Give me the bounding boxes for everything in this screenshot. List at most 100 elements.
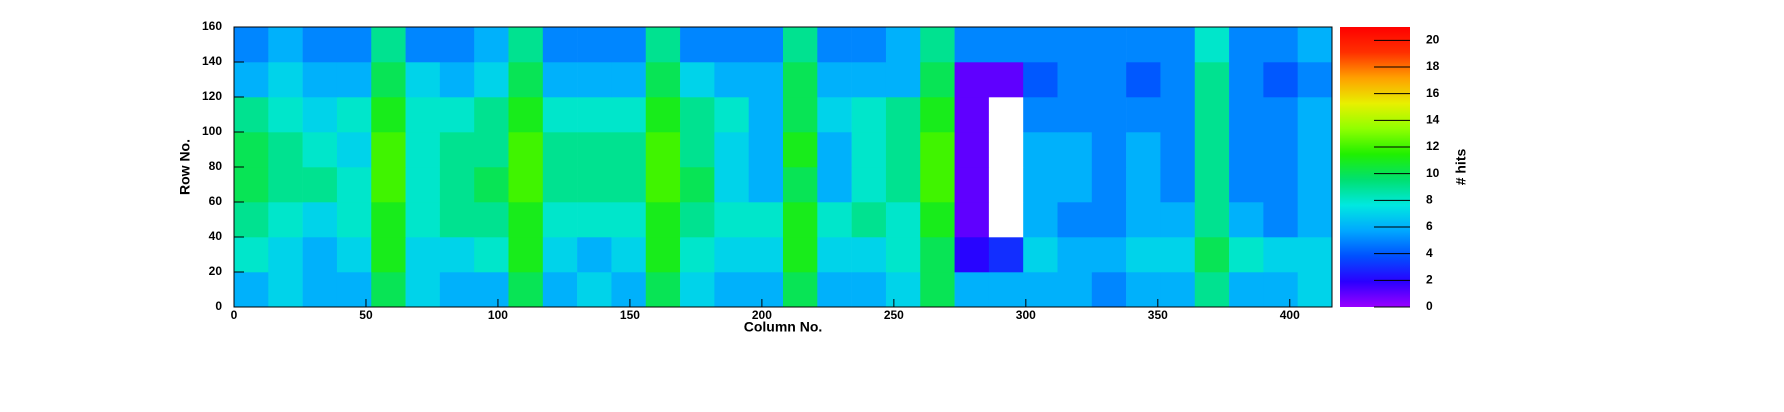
heat-cell <box>234 62 269 98</box>
heat-cell <box>1057 272 1093 308</box>
heat-cell <box>542 62 578 98</box>
heat-cell <box>851 132 887 168</box>
heat-cell <box>1263 27 1298 63</box>
heat-cell <box>234 272 269 308</box>
heat-cell <box>268 27 303 63</box>
heat-cell <box>405 272 441 308</box>
heat-cell <box>405 132 441 168</box>
heat-cell <box>1126 167 1161 203</box>
heat-cell <box>1297 97 1333 133</box>
heat-cell <box>268 62 303 98</box>
heat-cell <box>645 97 681 133</box>
heat-cell <box>302 27 338 63</box>
x-tick-label: 100 <box>488 308 508 322</box>
heat-cell <box>1263 97 1298 133</box>
heat-cell <box>645 202 681 238</box>
heat-cell <box>1023 62 1058 98</box>
heat-cell <box>302 132 338 168</box>
heat-cell <box>439 97 475 133</box>
heat-cell <box>577 27 612 63</box>
heat-cell <box>1091 237 1127 273</box>
heat-cell <box>336 237 372 273</box>
heat-cell <box>988 237 1024 273</box>
heat-cell <box>1126 202 1161 238</box>
heat-cell <box>1229 97 1264 133</box>
heat-cell <box>988 62 1024 98</box>
heat-cell <box>1297 27 1333 63</box>
heat-cell <box>611 167 647 203</box>
heat-cell <box>371 62 406 98</box>
heat-cell <box>611 202 647 238</box>
heat-cell <box>680 62 715 98</box>
heat-cell <box>1160 237 1196 273</box>
y-tick-label: 60 <box>209 194 223 208</box>
heat-cell <box>885 202 921 238</box>
heat-cell <box>302 272 338 308</box>
heat-cell <box>645 167 681 203</box>
x-tick-label: 350 <box>1148 308 1168 322</box>
heat-cell <box>988 202 1024 238</box>
heat-cell <box>371 202 406 238</box>
heat-cell <box>1057 167 1093 203</box>
heat-cell <box>1057 62 1093 98</box>
heat-cell <box>542 202 578 238</box>
heat-cell <box>851 97 887 133</box>
heat-cell <box>714 167 749 203</box>
heat-cell <box>1194 272 1230 308</box>
heat-cell <box>508 62 544 98</box>
heat-cell <box>268 202 303 238</box>
heat-cell <box>748 237 784 273</box>
heat-cell <box>748 97 784 133</box>
heat-cell <box>1229 202 1264 238</box>
heat-cell <box>1263 167 1298 203</box>
heat-cell <box>439 62 475 98</box>
heat-cell <box>920 237 955 273</box>
heat-cell <box>1297 167 1333 203</box>
y-tick-label: 0 <box>215 299 222 313</box>
heat-cell <box>1057 27 1093 63</box>
heat-cell <box>439 272 475 308</box>
y-tick-label: 20 <box>209 264 223 278</box>
heat-cell <box>1160 167 1196 203</box>
heat-cell <box>577 237 612 273</box>
heat-cell <box>508 97 544 133</box>
heat-cell <box>302 167 338 203</box>
heat-cell <box>611 97 647 133</box>
heat-cell <box>405 62 441 98</box>
heat-cell <box>1126 272 1161 308</box>
heat-cell <box>1023 132 1058 168</box>
heat-cell <box>817 202 852 238</box>
heat-cell <box>1126 27 1161 63</box>
heat-cell <box>234 27 269 63</box>
heat-cell <box>680 237 715 273</box>
heat-cell <box>1091 132 1127 168</box>
heat-cell <box>1263 272 1298 308</box>
heat-cell <box>748 27 784 63</box>
heat-cell <box>645 272 681 308</box>
z-tick-label: 6 <box>1426 219 1433 233</box>
heat-cell <box>885 97 921 133</box>
heat-cell <box>783 167 818 203</box>
heat-cell <box>371 97 406 133</box>
heat-cell <box>508 27 544 63</box>
y-tick-label: 120 <box>202 89 222 103</box>
heat-cell <box>851 167 887 203</box>
heat-cell <box>714 97 749 133</box>
heat-cell <box>1263 62 1298 98</box>
heat-cell <box>508 237 544 273</box>
heat-cell <box>1229 272 1264 308</box>
y-tick-label: 160 <box>202 19 222 33</box>
heat-cell <box>714 237 749 273</box>
heat-cell <box>1160 272 1196 308</box>
heat-cell <box>680 167 715 203</box>
heat-cell <box>680 27 715 63</box>
heat-cell <box>1091 167 1127 203</box>
heat-cell <box>645 27 681 63</box>
heat-cell <box>1126 132 1161 168</box>
heat-cell <box>1194 202 1230 238</box>
z-axis-label: # hits <box>1453 149 1469 186</box>
heat-cell <box>405 237 441 273</box>
heat-cell <box>474 202 509 238</box>
heat-cell <box>817 237 852 273</box>
